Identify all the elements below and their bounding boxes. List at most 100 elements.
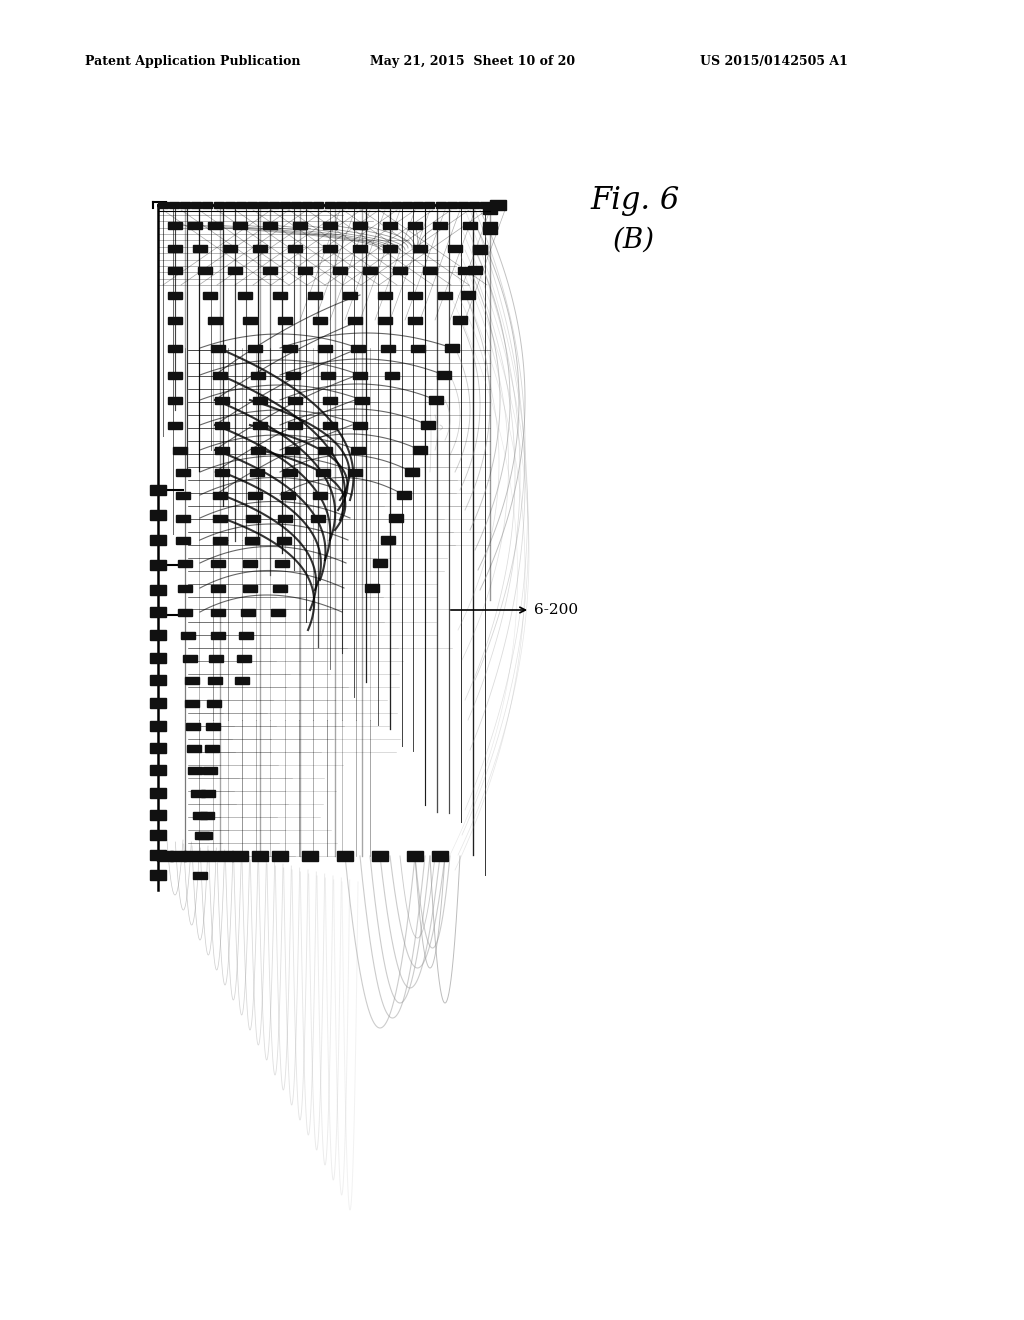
Bar — [215, 397, 229, 404]
Bar — [435, 202, 445, 209]
Bar — [209, 655, 223, 663]
Bar — [381, 345, 395, 352]
Bar — [258, 202, 268, 209]
Bar — [176, 469, 190, 477]
Bar — [180, 202, 190, 209]
Bar — [173, 447, 187, 454]
Bar — [208, 317, 222, 323]
Bar — [237, 655, 251, 663]
Bar — [200, 851, 216, 861]
Bar — [273, 292, 287, 300]
Bar — [150, 698, 166, 708]
Bar — [234, 677, 249, 684]
Bar — [150, 560, 166, 570]
Bar — [178, 609, 193, 616]
Bar — [378, 292, 392, 300]
Bar — [203, 292, 217, 300]
Bar — [150, 788, 166, 799]
Bar — [185, 677, 199, 684]
Bar — [490, 201, 506, 210]
Bar — [483, 206, 497, 214]
Bar — [168, 292, 182, 300]
Bar — [168, 267, 182, 275]
Bar — [383, 246, 397, 252]
Bar — [215, 447, 229, 454]
Bar — [406, 469, 419, 477]
Bar — [458, 202, 468, 209]
Bar — [188, 222, 202, 228]
Bar — [389, 513, 403, 521]
Bar — [408, 292, 422, 300]
Bar — [323, 397, 337, 404]
Bar — [365, 583, 379, 591]
Bar — [378, 317, 392, 323]
Bar — [423, 267, 437, 275]
Bar — [407, 851, 423, 861]
Bar — [168, 397, 182, 404]
Bar — [321, 372, 335, 379]
Bar — [241, 609, 255, 616]
Bar — [286, 372, 300, 379]
Bar — [200, 812, 214, 818]
Bar — [248, 492, 262, 499]
Bar — [207, 700, 221, 708]
Bar — [150, 743, 166, 752]
Bar — [150, 510, 166, 520]
Bar — [211, 345, 225, 352]
Bar — [383, 222, 397, 228]
Bar — [425, 202, 434, 209]
Bar — [373, 558, 387, 568]
Bar — [473, 246, 487, 253]
Bar — [293, 222, 307, 228]
Bar — [208, 222, 222, 228]
Bar — [170, 851, 186, 861]
Bar — [288, 422, 302, 429]
Bar — [243, 317, 257, 323]
Bar — [413, 446, 427, 454]
Bar — [438, 292, 452, 300]
Bar — [243, 560, 257, 568]
Text: May 21, 2015  Sheet 10 of 20: May 21, 2015 Sheet 10 of 20 — [370, 55, 575, 69]
Bar — [468, 267, 482, 275]
Bar — [308, 292, 322, 300]
Bar — [446, 202, 457, 209]
Bar — [318, 345, 332, 352]
Bar — [298, 267, 312, 275]
Bar — [252, 851, 268, 861]
Bar — [178, 585, 193, 591]
Bar — [150, 630, 166, 640]
Bar — [150, 850, 166, 861]
Bar — [393, 267, 407, 275]
Bar — [188, 767, 202, 774]
Bar — [278, 317, 292, 323]
Bar — [283, 469, 297, 477]
Bar — [302, 202, 312, 209]
Bar — [381, 536, 395, 544]
Text: Fig. 6: Fig. 6 — [590, 185, 679, 215]
Bar — [211, 585, 225, 591]
Bar — [213, 515, 227, 521]
Bar — [463, 222, 477, 228]
Bar — [348, 317, 362, 323]
Bar — [203, 767, 217, 774]
Bar — [247, 202, 257, 209]
Bar — [150, 484, 166, 495]
Bar — [251, 447, 265, 454]
Bar — [343, 292, 357, 300]
Bar — [193, 812, 207, 818]
Bar — [239, 632, 253, 639]
Bar — [318, 447, 332, 454]
Bar — [150, 585, 166, 595]
Bar — [178, 560, 193, 568]
Bar — [217, 851, 233, 861]
Bar — [323, 422, 337, 429]
Bar — [362, 267, 377, 275]
Bar — [181, 632, 195, 639]
Bar — [402, 202, 413, 209]
Bar — [313, 492, 327, 499]
Bar — [288, 246, 302, 252]
Bar — [211, 632, 225, 639]
Bar — [272, 851, 288, 861]
Bar — [213, 537, 227, 544]
Bar — [432, 851, 449, 861]
